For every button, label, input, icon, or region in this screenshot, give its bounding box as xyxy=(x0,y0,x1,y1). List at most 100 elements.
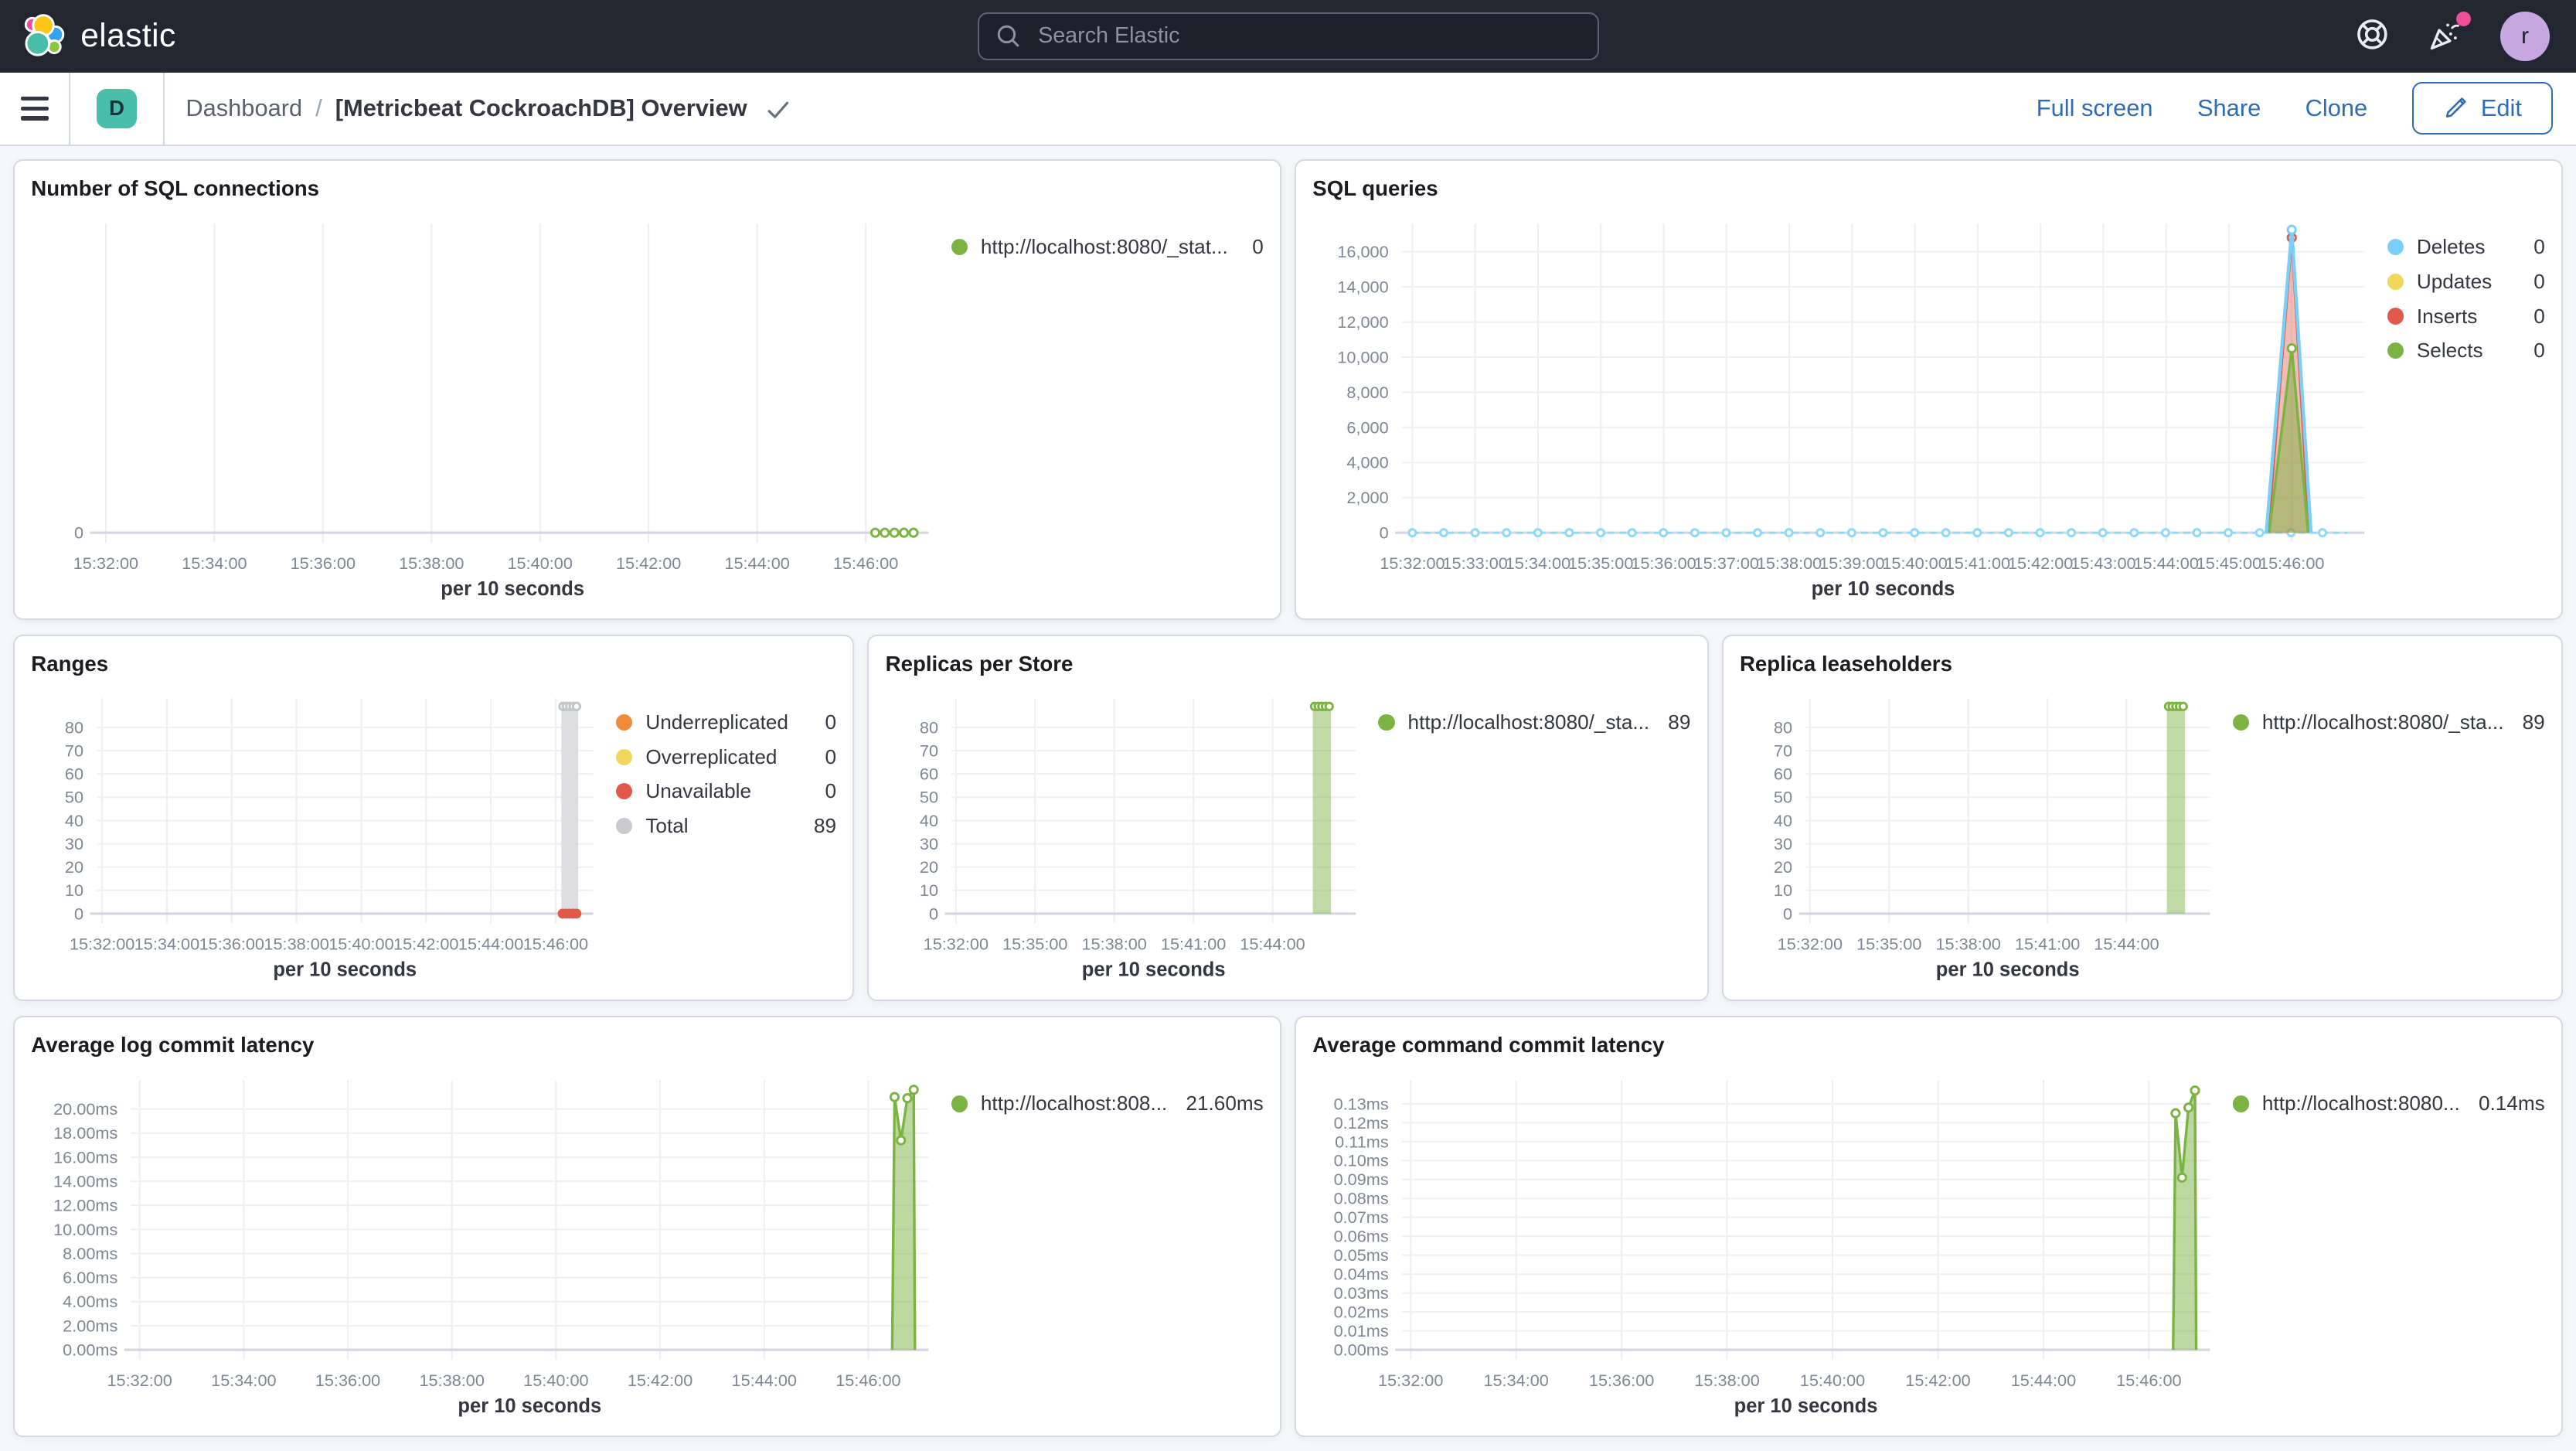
svg-text:15:34:00: 15:34:00 xyxy=(211,1371,276,1390)
svg-text:0.01ms: 0.01ms xyxy=(1334,1321,1389,1340)
toolbar-actions: Full screen Share Clone Edit xyxy=(2037,82,2576,135)
chart-average-command-commit-latency[interactable]: 15:32:00 15:34:00 15:36:00 15:38:00 15:40:00… xyxy=(1312,1064,2232,1425)
help-button[interactable] xyxy=(2354,16,2391,56)
clone-button[interactable]: Clone xyxy=(2305,94,2368,122)
svg-text:15:36:00: 15:36:00 xyxy=(1589,1371,1654,1390)
user-avatar[interactable]: r xyxy=(2500,11,2550,61)
panel-title: Average log commit latency xyxy=(31,1033,315,1058)
legend-item[interactable]: Unavailable 0 xyxy=(616,774,836,809)
legend-item[interactable]: http://localhost:8080/_sta... 89 xyxy=(1378,705,1690,740)
legend-label: http://localhost:8080... xyxy=(2261,1092,2460,1115)
svg-text:15:32:00: 15:32:00 xyxy=(1380,553,1445,573)
svg-text:80: 80 xyxy=(1774,718,1792,737)
legend-color-dot xyxy=(2232,1095,2249,1112)
chart-average-log-commit-latency[interactable]: 15:32:00 15:34:00 15:36:00 15:38:00 15:40:00… xyxy=(31,1064,951,1425)
svg-text:50: 50 xyxy=(920,788,938,807)
svg-text:20: 20 xyxy=(920,858,938,877)
svg-text:0: 0 xyxy=(74,523,83,542)
svg-text:15:38:00: 15:38:00 xyxy=(399,553,464,573)
svg-text:16.00ms: 16.00ms xyxy=(53,1147,117,1167)
svg-text:40: 40 xyxy=(65,811,83,830)
search-input[interactable] xyxy=(1034,22,1598,51)
panel-average-log-commit-latency: Average log commit latency 15:32:00 15:34… xyxy=(13,1016,1281,1437)
legend-label: http://localhost:8080/_stat... xyxy=(980,235,1228,259)
svg-text:0: 0 xyxy=(929,904,938,924)
share-button[interactable]: Share xyxy=(2197,94,2261,122)
svg-text:15:46:00: 15:46:00 xyxy=(833,553,898,573)
chart-replica-leaseholders[interactable]: 15:32:00 15:35:00 15:38:00 15:41:00 15:44:00… xyxy=(1740,682,2233,989)
svg-text:2.00ms: 2.00ms xyxy=(63,1316,117,1335)
svg-text:14.00ms: 14.00ms xyxy=(53,1171,117,1190)
svg-text:15:44:00: 15:44:00 xyxy=(2094,935,2159,954)
panel-replica-leaseholders: Replica leaseholders 15:32:00 15:35:00 15:… xyxy=(1721,634,2563,1002)
svg-text:0.09ms: 0.09ms xyxy=(1334,1170,1389,1189)
svg-text:70: 70 xyxy=(65,741,83,761)
header-actions: r xyxy=(2354,11,2576,61)
legend-item[interactable]: Selects 0 xyxy=(2387,333,2545,368)
panel-row: Number of SQL connections 15:32:00 15:34:… xyxy=(13,159,2563,620)
svg-text:15:42:00: 15:42:00 xyxy=(2008,553,2073,573)
svg-text:18.00ms: 18.00ms xyxy=(53,1123,117,1143)
svg-text:15:42:00: 15:42:00 xyxy=(1906,1371,1971,1390)
svg-text:0.02ms: 0.02ms xyxy=(1334,1302,1389,1321)
legend-color-dot xyxy=(2232,714,2249,731)
legend-item[interactable]: Updates 0 xyxy=(2387,264,2545,299)
elastic-home-link[interactable]: elastic xyxy=(0,14,176,58)
menu-button[interactable] xyxy=(0,73,69,145)
svg-text:50: 50 xyxy=(1774,788,1792,807)
news-icon xyxy=(2431,23,2460,50)
divider xyxy=(162,72,165,145)
legend-value: 89 xyxy=(2522,710,2545,734)
chart-legend: http://localhost:8080... 0.14ms xyxy=(2232,1087,2548,1425)
svg-text:15:43:00: 15:43:00 xyxy=(2071,553,2135,573)
svg-text:80: 80 xyxy=(920,718,938,737)
global-search[interactable] xyxy=(977,12,1599,60)
legend-item[interactable]: Inserts 0 xyxy=(2387,299,2545,334)
svg-text:15:38:00: 15:38:00 xyxy=(264,935,329,954)
chart-number-of-sql-connections[interactable]: 15:32:00 15:34:00 15:36:00 15:38:00 15:40:00… xyxy=(31,207,951,608)
chart-sql-queries[interactable]: 15:32:00 15:33:00 15:34:00 15:35:00 15:36:00… xyxy=(1312,207,2387,608)
legend-value: 0 xyxy=(825,710,837,734)
pencil-icon xyxy=(2445,97,2466,118)
svg-text:30: 30 xyxy=(920,834,938,853)
svg-text:6,000: 6,000 xyxy=(1347,417,1389,437)
breadcrumb-dashboard-link[interactable]: Dashboard xyxy=(185,94,303,122)
legend-item[interactable]: Deletes 0 xyxy=(2387,230,2545,264)
svg-text:0.11ms: 0.11ms xyxy=(1335,1132,1389,1151)
panel-title: Average command commit latency xyxy=(1312,1033,1665,1058)
chart-ranges[interactable]: 15:32:00 15:34:00 15:36:00 15:38:00 15:40:00… xyxy=(31,682,616,989)
svg-text:80: 80 xyxy=(65,718,83,737)
svg-text:15:35:00: 15:35:00 xyxy=(1002,935,1067,954)
svg-text:60: 60 xyxy=(65,765,83,784)
legend-color-dot xyxy=(616,817,633,835)
legend-item[interactable]: Total 89 xyxy=(616,809,836,843)
legend-item[interactable]: Overreplicated 0 xyxy=(616,740,836,775)
svg-text:15:41:00: 15:41:00 xyxy=(2015,935,2080,954)
check-icon[interactable] xyxy=(767,100,790,121)
svg-text:40: 40 xyxy=(1774,811,1792,830)
svg-text:15:42:00: 15:42:00 xyxy=(628,1371,692,1390)
edit-button[interactable]: Edit xyxy=(2411,82,2554,135)
svg-text:15:36:00: 15:36:00 xyxy=(315,1371,380,1390)
legend-item[interactable]: Underreplicated 0 xyxy=(616,705,836,740)
legend-item[interactable]: http://localhost:808... 21.60ms xyxy=(951,1087,1264,1122)
news-button[interactable] xyxy=(2426,11,2471,56)
full-screen-button[interactable]: Full screen xyxy=(2036,94,2153,122)
breadcrumb: Dashboard / [Metricbeat CockroachDB] Ove… xyxy=(165,94,790,122)
panel-title: Replica leaseholders xyxy=(1739,651,1952,676)
chart-replicas-per-store[interactable]: 15:32:00 15:35:00 15:38:00 15:41:00 15:44:00… xyxy=(886,682,1379,989)
svg-text:per 10 seconds: per 10 seconds xyxy=(1936,959,2080,981)
legend-item[interactable]: http://localhost:8080... 0.14ms xyxy=(2232,1087,2545,1122)
legend-color-dot xyxy=(951,239,968,256)
legend-value: 0 xyxy=(825,779,837,803)
legend-item[interactable]: http://localhost:8080/_sta... 89 xyxy=(2232,705,2545,740)
legend-label: Overreplicated xyxy=(645,744,778,768)
svg-text:15:34:00: 15:34:00 xyxy=(1484,1371,1549,1390)
svg-text:16,000: 16,000 xyxy=(1338,242,1389,261)
dashboard-app-badge[interactable]: D xyxy=(97,88,137,128)
legend-item[interactable]: http://localhost:8080/_stat... 0 xyxy=(951,230,1264,264)
svg-text:per 10 seconds: per 10 seconds xyxy=(274,959,417,981)
dashboard-title[interactable]: [Metricbeat CockroachDB] Overview xyxy=(335,94,747,122)
breadcrumb-separator: / xyxy=(315,94,322,122)
